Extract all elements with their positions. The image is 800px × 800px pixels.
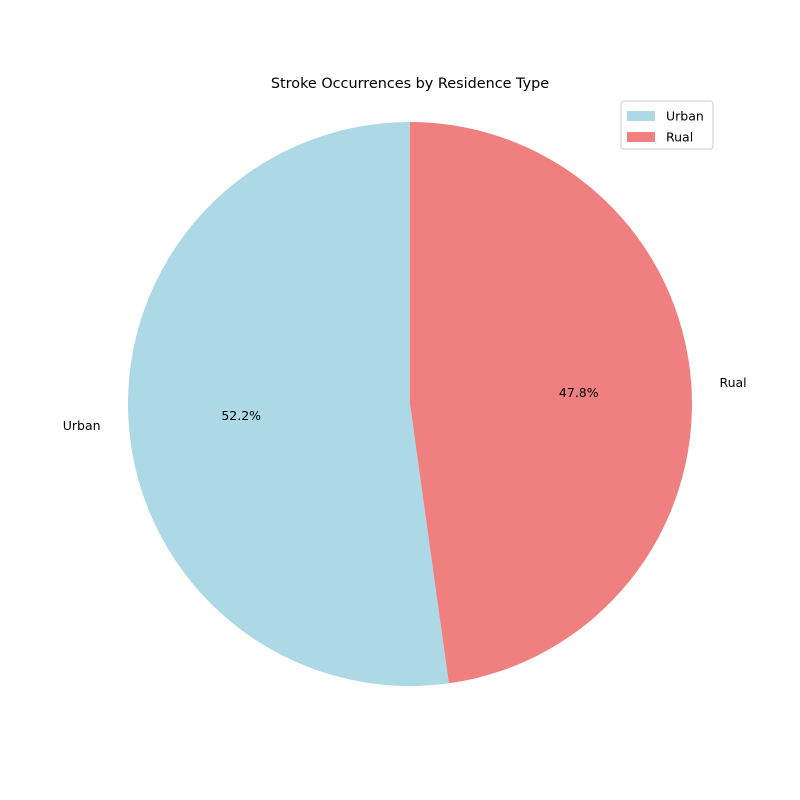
legend: Urban Rual: [620, 100, 714, 150]
percent-label-rual: 47.8%: [559, 385, 599, 400]
percent-label-urban: 52.2%: [221, 408, 261, 423]
legend-label-urban: Urban: [666, 109, 704, 124]
pie-labels: Urban 52.2% Rual 47.8%: [63, 375, 747, 433]
slice-label-rual: Rual: [719, 375, 746, 390]
legend-label-rual: Rual: [666, 130, 693, 145]
pie-slices: [127, 122, 692, 686]
pie-slice-urban: [127, 122, 449, 686]
legend-swatch-rual: [627, 132, 655, 142]
chart-title: Stroke Occurrences by Residence Type: [271, 76, 549, 92]
legend-swatch-urban: [627, 111, 655, 121]
slice-label-urban: Urban: [63, 418, 101, 433]
pie-slice-rual: [410, 122, 692, 684]
